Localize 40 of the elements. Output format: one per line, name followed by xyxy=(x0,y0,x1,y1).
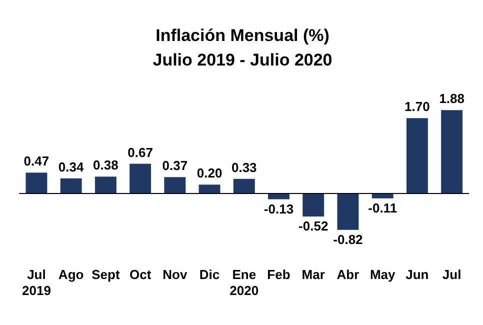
bar xyxy=(406,118,428,194)
bar xyxy=(337,193,359,230)
bar xyxy=(164,177,186,194)
x-tick-label: Abr xyxy=(336,267,360,282)
data-label: 0.33 xyxy=(231,160,257,175)
bar xyxy=(372,193,394,198)
x-tick-label: Jul 2019 xyxy=(22,267,51,298)
x-tick-label: Sept xyxy=(92,267,120,282)
bar xyxy=(130,164,152,194)
x-tick-label: May xyxy=(370,267,396,282)
data-label: -0.52 xyxy=(298,218,328,234)
x-tick-label: Nov xyxy=(162,267,188,282)
bar xyxy=(26,172,48,194)
x-tick-label: Dic xyxy=(199,267,220,282)
data-label: 0.37 xyxy=(162,158,188,174)
chart-subtitle: Julio 2019 - Julio 2020 xyxy=(152,50,332,70)
x-tick-label: Ago xyxy=(58,267,84,282)
data-label: 1.88 xyxy=(439,91,464,106)
bar xyxy=(94,176,116,194)
data-label: -0.11 xyxy=(368,200,398,216)
bar xyxy=(441,110,463,194)
data-label: 0.34 xyxy=(58,159,84,174)
data-label: 0.38 xyxy=(93,158,118,173)
x-tick-label: Jun xyxy=(406,267,429,282)
data-label: 0.20 xyxy=(196,166,222,181)
data-label: -0.13 xyxy=(264,201,294,216)
x-tick-label: Mar xyxy=(302,267,325,282)
x-tick-label: Jul xyxy=(442,267,462,282)
bar xyxy=(302,193,324,217)
data-label: 0.47 xyxy=(24,154,50,169)
bar xyxy=(60,178,82,194)
x-tick-label: Oct xyxy=(129,267,152,282)
x-tick-label: Feb xyxy=(267,267,290,282)
chart-title: Inflación Mensual (%) xyxy=(156,26,330,45)
data-label: 1.70 xyxy=(404,99,430,114)
data-label: -0.82 xyxy=(333,232,363,247)
bar xyxy=(198,184,220,194)
bar xyxy=(233,178,255,194)
data-label: 0.67 xyxy=(128,144,153,160)
x-tick-label: Ene 2020 xyxy=(230,267,259,298)
